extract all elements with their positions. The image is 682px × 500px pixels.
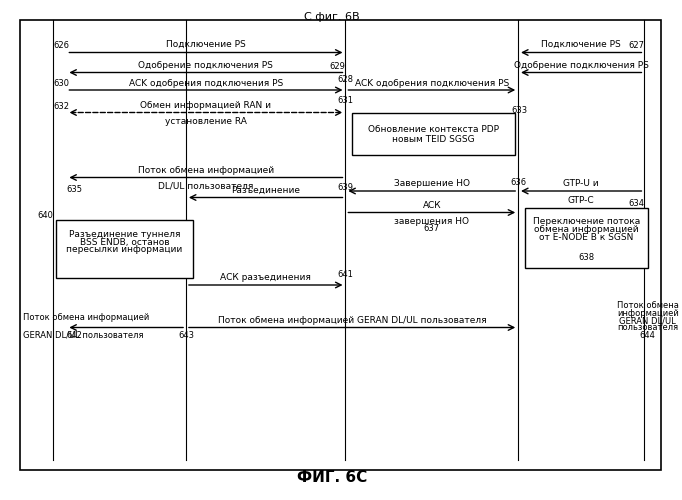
Text: новым TEID SGSG: новым TEID SGSG <box>392 136 475 144</box>
Text: 636: 636 <box>510 178 527 187</box>
Text: Поток обмена информацией: Поток обмена информацией <box>138 166 274 175</box>
Text: установление RA: установление RA <box>165 118 247 126</box>
Text: 640: 640 <box>38 211 53 220</box>
Text: 638: 638 <box>578 254 594 262</box>
Text: GTP-U и: GTP-U и <box>563 180 599 188</box>
Text: 631: 631 <box>338 96 353 105</box>
Text: пересылки информации: пересылки информации <box>66 245 183 254</box>
Text: пользователя: пользователя <box>617 324 678 332</box>
Text: Переключение потока: Переключение потока <box>533 218 640 226</box>
Text: завершения НО: завершения НО <box>394 218 469 226</box>
Text: 644: 644 <box>640 331 655 340</box>
Text: от E-NODE B к SGSN: от E-NODE B к SGSN <box>539 232 634 241</box>
Text: 635: 635 <box>66 185 83 194</box>
Text: Завершение НО: Завершение НО <box>394 180 470 188</box>
Text: Подключение PS: Подключение PS <box>166 40 246 48</box>
Text: 633: 633 <box>512 106 528 115</box>
Text: 629: 629 <box>329 62 345 71</box>
Text: 630: 630 <box>53 80 69 88</box>
Text: АСК разъединения: АСК разъединения <box>220 274 311 282</box>
Text: GTP-C: GTP-C <box>568 196 595 205</box>
Text: Одобрение подключения PS: Одобрение подключения PS <box>514 61 649 70</box>
Text: BSS ENDB, останов: BSS ENDB, останов <box>80 238 169 246</box>
Text: Одобрение подключения PS: Одобрение подключения PS <box>138 61 273 70</box>
FancyBboxPatch shape <box>20 20 661 470</box>
Text: 642: 642 <box>66 332 83 340</box>
Text: Поток обмена информацией: Поток обмена информацией <box>23 314 149 322</box>
Text: 637: 637 <box>424 224 440 232</box>
Text: DL/UL пользователя: DL/UL пользователя <box>158 182 254 190</box>
FancyBboxPatch shape <box>57 220 192 278</box>
FancyBboxPatch shape <box>524 208 648 268</box>
Text: Разъединение: Разъединение <box>231 186 300 195</box>
Text: GERAN DL/UL: GERAN DL/UL <box>619 316 676 325</box>
FancyBboxPatch shape <box>352 112 515 155</box>
Text: ФИГ. 6С: ФИГ. 6С <box>297 470 368 485</box>
Text: Разъединение туннеля: Разъединение туннеля <box>69 230 180 239</box>
Text: обмена информацией: обмена информацией <box>534 225 638 234</box>
Text: 639: 639 <box>338 184 353 192</box>
Text: 634: 634 <box>628 198 644 207</box>
Text: С фиг. 6В: С фиг. 6В <box>304 12 360 22</box>
Text: ACK одобрения подключения PS: ACK одобрения подключения PS <box>129 78 283 88</box>
Text: ACК: ACК <box>422 201 441 210</box>
Text: 632: 632 <box>53 102 69 111</box>
Text: 626: 626 <box>53 41 69 50</box>
Text: Обновление контекста PDP: Обновление контекста PDP <box>368 126 499 134</box>
Text: информацией: информацией <box>617 308 679 318</box>
Text: 628: 628 <box>338 75 353 84</box>
Text: 627: 627 <box>628 41 644 50</box>
Text: GERAN DL/UL пользователя: GERAN DL/UL пользователя <box>23 330 144 339</box>
Text: Поток обмена: Поток обмена <box>617 301 679 310</box>
Text: Обмен информацией RAN и: Обмен информацией RAN и <box>140 101 271 110</box>
Text: ACK одобрения подключения PS: ACK одобрения подключения PS <box>355 78 509 88</box>
Text: Поток обмена информацией GERAN DL/UL пользователя: Поток обмена информацией GERAN DL/UL пол… <box>218 316 486 325</box>
Text: Подключение PS: Подключение PS <box>542 40 621 48</box>
Text: 643: 643 <box>178 332 194 340</box>
Text: 641: 641 <box>338 270 353 279</box>
